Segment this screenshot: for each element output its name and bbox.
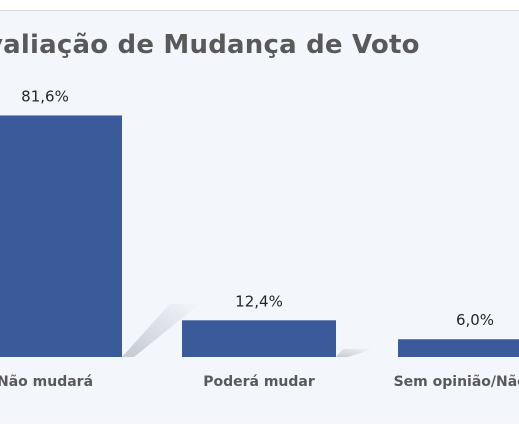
bar-chart: 81,6% Não mudará 12,4% Poderá mudar 6,0% Sem … (0, 87, 519, 390)
chart-title: valiação de Mudança de Voto (0, 30, 420, 60)
data-label: 6,0% (456, 311, 494, 329)
data-label: 12,4% (235, 292, 283, 310)
bar (398, 339, 519, 357)
bar (0, 115, 122, 358)
category-label: Sem opinião/Não res (394, 374, 519, 390)
data-label: 81,6% (21, 87, 69, 105)
bar (182, 320, 336, 357)
category-label: Poderá mudar (203, 374, 315, 390)
page-bottom (0, 424, 519, 440)
bar-shadow (122, 303, 200, 357)
category-label: Não mudará (0, 374, 93, 390)
bar-shadow (336, 348, 374, 357)
